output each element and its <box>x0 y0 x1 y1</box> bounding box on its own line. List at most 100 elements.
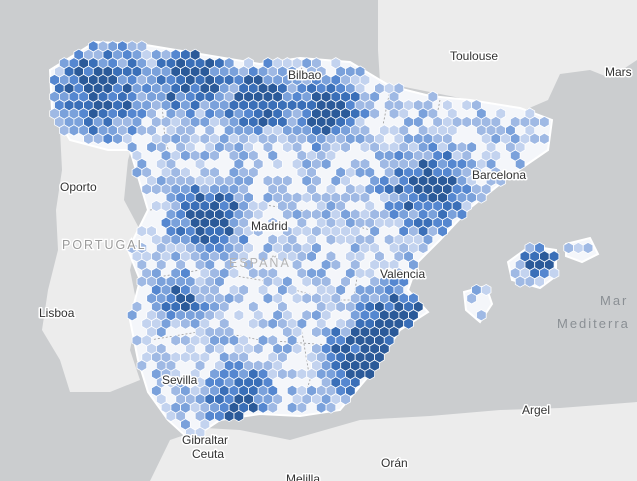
hex-bin[interactable] <box>180 317 191 330</box>
hex-bin[interactable] <box>316 401 327 414</box>
hex-bin[interactable] <box>325 233 337 246</box>
hex-bin[interactable] <box>68 124 80 137</box>
hex-bin[interactable] <box>136 359 148 372</box>
hex-bin[interactable] <box>306 367 317 381</box>
hex-bin[interactable] <box>291 342 303 355</box>
hex-bin[interactable] <box>272 157 283 171</box>
hex-bin[interactable] <box>170 334 181 347</box>
hex-bin[interactable] <box>248 317 259 330</box>
hex-bin[interactable] <box>180 149 191 162</box>
hex-bin[interactable] <box>539 115 550 129</box>
hex-bin[interactable] <box>311 325 322 339</box>
hex-bin[interactable] <box>573 241 584 255</box>
hex-bin[interactable] <box>495 174 506 187</box>
hex-bin[interactable] <box>194 426 206 439</box>
hex-bin[interactable] <box>354 267 366 280</box>
hex-bin[interactable] <box>369 107 380 120</box>
hex-bin[interactable] <box>301 275 312 288</box>
hex-bin[interactable] <box>466 292 477 305</box>
hex-bin[interactable] <box>151 199 162 213</box>
hex-bin[interactable] <box>257 250 269 263</box>
hex-bin[interactable] <box>286 367 298 381</box>
hex-bin[interactable] <box>253 225 264 238</box>
hex-bin[interactable] <box>136 275 148 288</box>
hex-bin[interactable] <box>476 309 487 322</box>
hex-bin[interactable] <box>539 132 550 145</box>
hex-bin[interactable] <box>112 132 123 145</box>
hex-bin[interactable] <box>223 409 235 423</box>
hex-bin[interactable] <box>364 367 375 381</box>
hex-bin[interactable] <box>233 292 245 305</box>
hex-bin[interactable] <box>461 115 472 129</box>
hex-bin[interactable] <box>514 157 526 171</box>
hex-bin[interactable] <box>335 300 346 313</box>
hex-bin[interactable] <box>480 283 492 297</box>
hex-bin[interactable] <box>514 275 526 288</box>
hex-bin[interactable] <box>354 166 366 179</box>
hex-bin[interactable] <box>248 401 259 414</box>
hex-bin[interactable] <box>151 183 162 196</box>
hex-bin[interactable] <box>563 241 574 255</box>
hex-bin[interactable] <box>403 317 414 330</box>
hex-bin[interactable] <box>286 401 298 414</box>
hex-bin[interactable] <box>102 132 114 145</box>
hex-bin[interactable] <box>529 132 540 145</box>
hex-bin[interactable] <box>291 292 303 305</box>
hex-bin[interactable] <box>233 409 245 423</box>
hex-bin[interactable] <box>350 191 361 204</box>
hex-bin[interactable] <box>437 225 448 238</box>
hex-bin[interactable] <box>340 393 351 406</box>
hex-bin[interactable] <box>253 342 264 355</box>
hex-bin[interactable] <box>136 124 148 137</box>
hex-bin[interactable] <box>141 183 152 196</box>
hex-bin[interactable] <box>156 325 167 339</box>
hex-bin[interactable] <box>534 275 545 288</box>
hex-bin[interactable] <box>408 258 419 271</box>
hex-bin[interactable] <box>330 258 342 271</box>
hex-bin[interactable] <box>131 166 143 179</box>
hex-bin[interactable] <box>325 401 337 414</box>
hex-bin[interactable] <box>359 141 371 154</box>
hex-bin[interactable] <box>131 334 143 347</box>
hex-bin[interactable] <box>83 132 94 145</box>
hex-bin[interactable] <box>582 241 594 255</box>
hex-bin[interactable] <box>320 157 332 171</box>
hex-bin[interactable] <box>296 401 308 414</box>
hex-bin[interactable] <box>253 208 264 221</box>
hex-bin[interactable] <box>306 250 317 263</box>
hex-bin[interactable] <box>461 99 472 112</box>
hex-bin[interactable] <box>301 191 312 204</box>
hex-bin[interactable] <box>524 275 536 288</box>
hex-bin[interactable] <box>282 141 293 154</box>
hex-bin[interactable] <box>267 317 278 330</box>
hex-bin[interactable] <box>126 309 138 322</box>
hex-bin[interactable] <box>228 267 240 280</box>
hex-bin[interactable] <box>180 351 191 364</box>
hex-bin[interactable] <box>136 225 148 238</box>
hex-bin[interactable] <box>476 191 487 204</box>
hex-bin[interactable] <box>257 401 269 414</box>
hex-bin[interactable] <box>277 367 288 381</box>
hex-bin[interactable] <box>335 233 346 246</box>
hex-bin[interactable] <box>301 292 312 305</box>
hex-bin[interactable] <box>170 317 181 330</box>
hex-bin[interactable] <box>233 309 245 322</box>
hex-bin[interactable] <box>214 409 225 423</box>
hex-bin[interactable] <box>340 141 351 154</box>
hex-bin[interactable] <box>456 208 468 221</box>
hex-bin[interactable] <box>267 216 278 229</box>
hex-bin[interactable] <box>257 317 269 330</box>
hexbin-layer[interactable] <box>49 40 594 439</box>
hex-bin[interactable] <box>92 132 104 145</box>
hex-bin[interactable] <box>383 216 395 229</box>
hex-bin[interactable] <box>165 409 177 423</box>
hex-bin[interactable] <box>209 149 220 162</box>
hex-bin[interactable] <box>267 401 278 414</box>
hex-bin[interactable] <box>146 141 157 154</box>
hex-bin[interactable] <box>296 367 308 381</box>
hex-bin[interactable] <box>59 124 70 137</box>
hex-bin[interactable] <box>388 107 400 120</box>
hex-bin[interactable] <box>417 241 429 255</box>
